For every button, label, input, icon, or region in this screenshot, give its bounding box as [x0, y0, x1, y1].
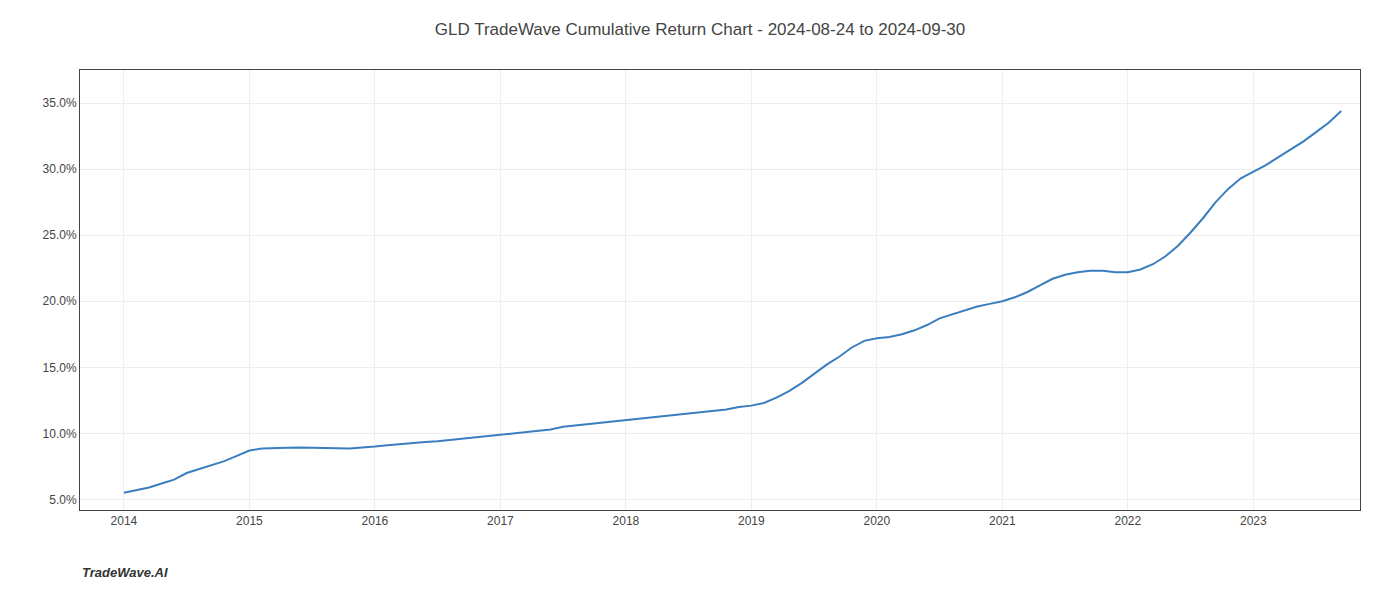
- svg-text:2015: 2015: [236, 514, 263, 528]
- svg-text:10.0%: 10.0%: [43, 427, 77, 441]
- svg-text:25.0%: 25.0%: [43, 228, 77, 242]
- svg-text:2019: 2019: [738, 514, 765, 528]
- svg-text:30.0%: 30.0%: [43, 162, 77, 176]
- svg-text:2016: 2016: [362, 514, 389, 528]
- svg-text:TradeWave.AI: TradeWave.AI: [82, 565, 168, 580]
- svg-text:2022: 2022: [1114, 514, 1141, 528]
- svg-text:2014: 2014: [111, 514, 138, 528]
- svg-text:2023: 2023: [1240, 514, 1267, 528]
- svg-text:20.0%: 20.0%: [43, 294, 77, 308]
- svg-text:35.0%: 35.0%: [43, 96, 77, 110]
- svg-text:2017: 2017: [487, 514, 514, 528]
- svg-text:5.0%: 5.0%: [49, 493, 77, 507]
- svg-text:2020: 2020: [864, 514, 891, 528]
- svg-text:2021: 2021: [989, 514, 1016, 528]
- svg-text:GLD TradeWave Cumulative Retur: GLD TradeWave Cumulative Return Chart - …: [435, 20, 965, 39]
- svg-text:2018: 2018: [613, 514, 640, 528]
- svg-text:15.0%: 15.0%: [43, 361, 77, 375]
